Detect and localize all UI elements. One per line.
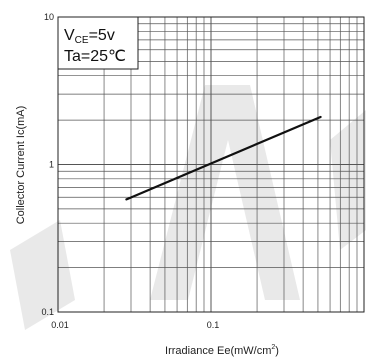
x-axis-label-close: ) [275, 345, 279, 357]
watermark [10, 85, 366, 330]
grid [58, 17, 364, 312]
x-axis-label-sup: 2 [271, 344, 275, 351]
annotation-frame [57, 16, 139, 70]
x-tick-labels: 0.01 0.1 [51, 320, 219, 330]
y-tick-label: 10 [44, 12, 54, 22]
annotation-line-1: VCE=5v [64, 27, 115, 46]
x-axis-label-text: Irradiance Ee(mW/cm [165, 345, 271, 357]
annotation-line-2: Ta=25℃ [64, 48, 126, 65]
series-line [125, 115, 322, 201]
y-axis-label: Collector Current Ic(mA) [15, 106, 27, 225]
annotation-v: V [64, 27, 75, 44]
x-tick-label: 0.1 [207, 320, 220, 330]
plot-frame [57, 16, 365, 313]
y-tick-label: 0.1 [41, 307, 54, 317]
x-tick-label: 0.01 [51, 320, 69, 330]
annotation-box: VCE=5v Ta=25℃ [57, 16, 139, 70]
x-axis-label: Irradiance Ee(mW/cm2) [165, 344, 279, 357]
annotation-eq: =5v [89, 27, 115, 44]
y-tick-labels: 0.1 1 10 [41, 12, 54, 317]
annotation-ce: CE [75, 35, 89, 46]
y-tick-label: 1 [49, 160, 54, 170]
series-group [125, 115, 322, 201]
